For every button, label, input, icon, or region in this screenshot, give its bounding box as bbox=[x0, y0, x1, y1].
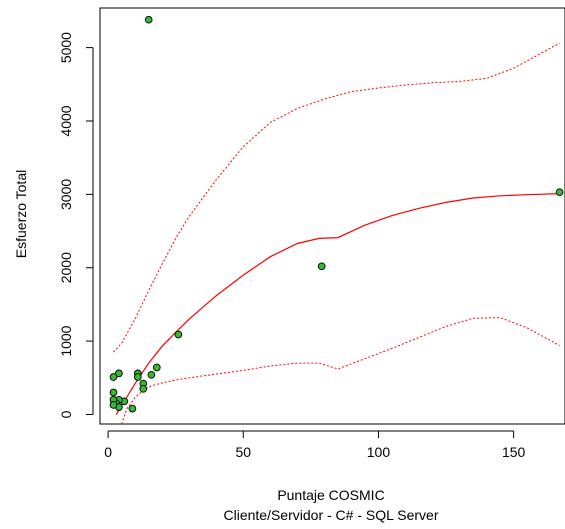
data-point bbox=[555, 188, 564, 197]
chart-subtitle: Cliente/Servidor - C# - SQL Server bbox=[224, 507, 439, 523]
data-point bbox=[115, 369, 123, 378]
y-tick-label: 2000 bbox=[58, 252, 74, 283]
y-axis-title: Esfuerzo Total bbox=[13, 170, 29, 258]
data-point bbox=[139, 384, 148, 393]
data-point bbox=[109, 373, 118, 381]
fit-line-0 bbox=[115, 193, 560, 415]
data-point bbox=[133, 373, 142, 381]
confidence-band-line-1 bbox=[113, 42, 560, 353]
y-tick-label: 4000 bbox=[58, 105, 74, 136]
x-tick-label: 0 bbox=[104, 444, 112, 460]
data-point bbox=[317, 262, 326, 271]
data-point bbox=[174, 330, 183, 339]
data-point bbox=[109, 388, 118, 397]
y-tick-label: 0 bbox=[58, 410, 74, 418]
data-point bbox=[109, 401, 118, 409]
data-point bbox=[147, 370, 156, 379]
x-axis: 0 50 100 150 bbox=[104, 430, 526, 460]
data-points bbox=[109, 15, 564, 413]
x-tick-label: 50 bbox=[235, 444, 251, 460]
x-axis-title: Puntaje COSMIC bbox=[277, 487, 384, 503]
x-tick-label: 100 bbox=[367, 444, 391, 460]
x-tick-label: 150 bbox=[502, 444, 526, 460]
data-point bbox=[128, 404, 137, 413]
y-tick-label: 1000 bbox=[58, 325, 74, 356]
plot-frame bbox=[99, 7, 565, 425]
fitted-curves bbox=[113, 42, 560, 424]
confidence-band-line-2 bbox=[121, 317, 560, 424]
y-axis: 0 1000 2000 3000 4000 5000 bbox=[58, 32, 94, 418]
y-tick-label: 3000 bbox=[58, 179, 74, 210]
y-tick-label: 5000 bbox=[58, 32, 74, 63]
data-point bbox=[144, 15, 153, 24]
data-point bbox=[152, 363, 161, 372]
